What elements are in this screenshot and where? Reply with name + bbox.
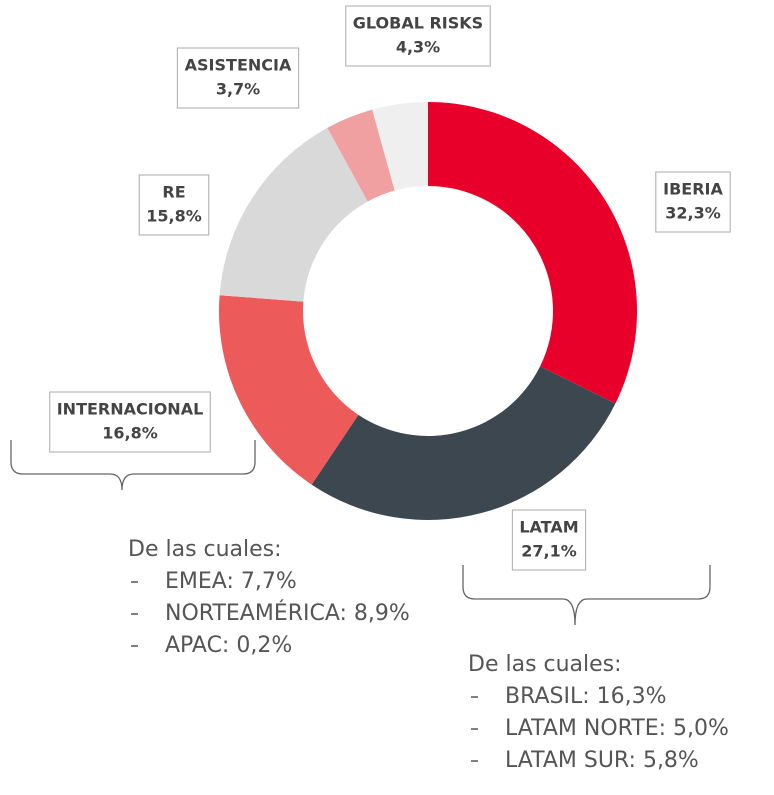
breakdown-item: LATAM SUR: 5,8%	[505, 748, 699, 773]
value-label: 16,8%	[102, 424, 158, 443]
donut-segment	[428, 102, 637, 404]
breakdown-item: BRASIL: 16,3%	[505, 684, 667, 709]
category-label: RE	[162, 183, 185, 202]
breakdown-item: EMEA: 7,7%	[165, 569, 297, 594]
bracket	[10, 440, 256, 491]
breakdown-heading: De las cuales:	[128, 537, 282, 562]
label-box	[138, 174, 210, 236]
label-box	[511, 509, 587, 571]
bracket	[462, 565, 711, 626]
value-label: 27,1%	[521, 542, 577, 561]
value-label: 32,3%	[665, 204, 721, 223]
category-label: GLOBAL RISKS	[353, 14, 483, 33]
category-label: INTERNACIONAL	[57, 400, 204, 419]
value-label: 4,3%	[396, 38, 440, 57]
label-box	[655, 171, 731, 233]
category-label: IBERIA	[663, 180, 723, 199]
label-box	[49, 391, 211, 453]
value-label: 3,7%	[216, 80, 260, 99]
value-label: 15,8%	[146, 207, 202, 226]
category-label: LATAM	[519, 518, 578, 537]
breakdown-item: LATAM NORTE: 5,0%	[505, 716, 729, 741]
category-label: ASISTENCIA	[185, 56, 292, 75]
breakdown-heading: De las cuales:	[468, 652, 622, 677]
donut-segment	[372, 102, 428, 191]
label-box	[345, 5, 491, 67]
donut-segment	[219, 295, 359, 485]
label-box	[176, 47, 300, 109]
donut-segment	[311, 366, 616, 520]
donut-segment	[219, 127, 368, 302]
donut-segment	[327, 109, 395, 202]
breakdown-item: NORTEAMÉRICA: 8,9%	[165, 600, 410, 626]
breakdown-item: APAC: 0,2%	[165, 633, 292, 658]
